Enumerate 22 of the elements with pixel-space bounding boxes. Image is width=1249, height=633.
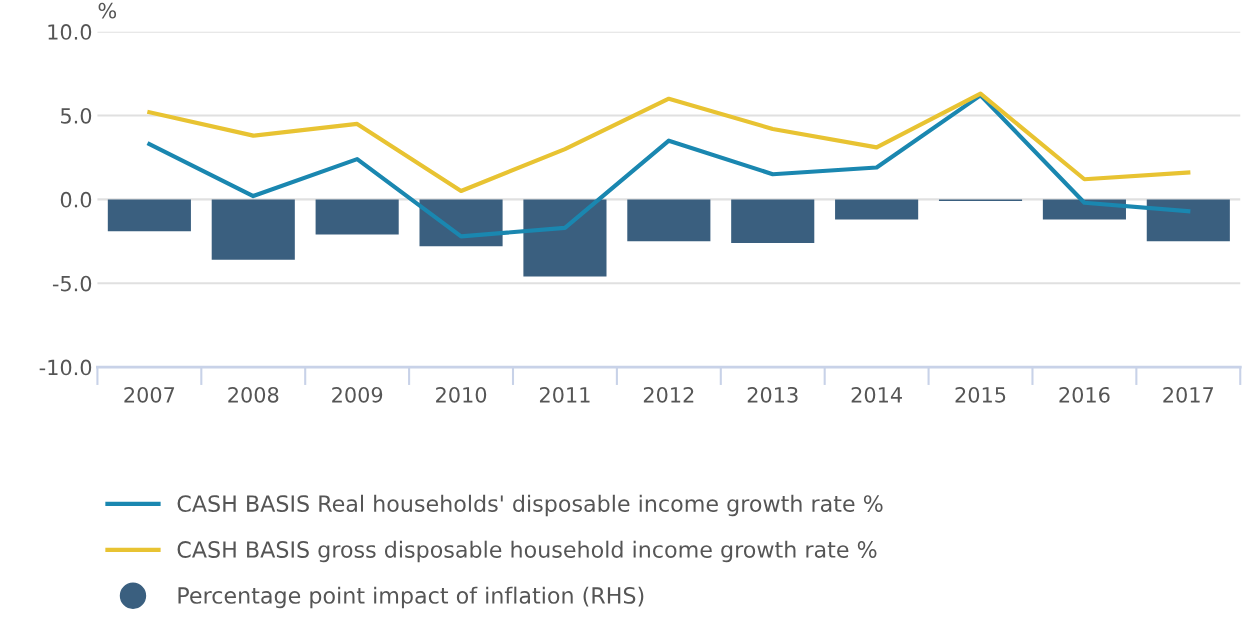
x-tick-label: 2015 <box>955 386 1006 403</box>
line-series <box>147 91 1191 194</box>
x-tick-label: 2016 <box>1059 386 1110 403</box>
y-tick-label: 0.0 <box>60 191 92 208</box>
x-tick-label: 2008 <box>228 386 279 403</box>
y-tick-label: 10.0 <box>48 24 92 40</box>
x-tick-label: 2011 <box>539 386 590 403</box>
x-tick-label: 2007 <box>124 386 175 403</box>
x-tick-label: 2017 <box>1163 386 1214 403</box>
x-tick-label: 2010 <box>436 386 487 403</box>
legend-label: CASH BASIS gross disposable household income growth rate % <box>177 540 877 563</box>
legend-label: CASH BASIS Real households' disposable income growth rate % <box>177 494 883 517</box>
x-tick-label: 2009 <box>332 386 383 403</box>
y-tick-label: -10.0 <box>39 359 92 376</box>
line-series <box>147 93 1191 239</box>
y-axis-title: % <box>98 2 117 19</box>
y-tick-label: 5.0 <box>61 107 92 124</box>
x-tick-label: 2012 <box>643 386 694 403</box>
y-tick-label: -5.0 <box>52 275 92 292</box>
x-tick-label: 2013 <box>747 386 798 403</box>
x-tick-label: 2014 <box>851 386 902 403</box>
legend-label: Percentage point impact of inflation (RHS) <box>178 586 644 609</box>
